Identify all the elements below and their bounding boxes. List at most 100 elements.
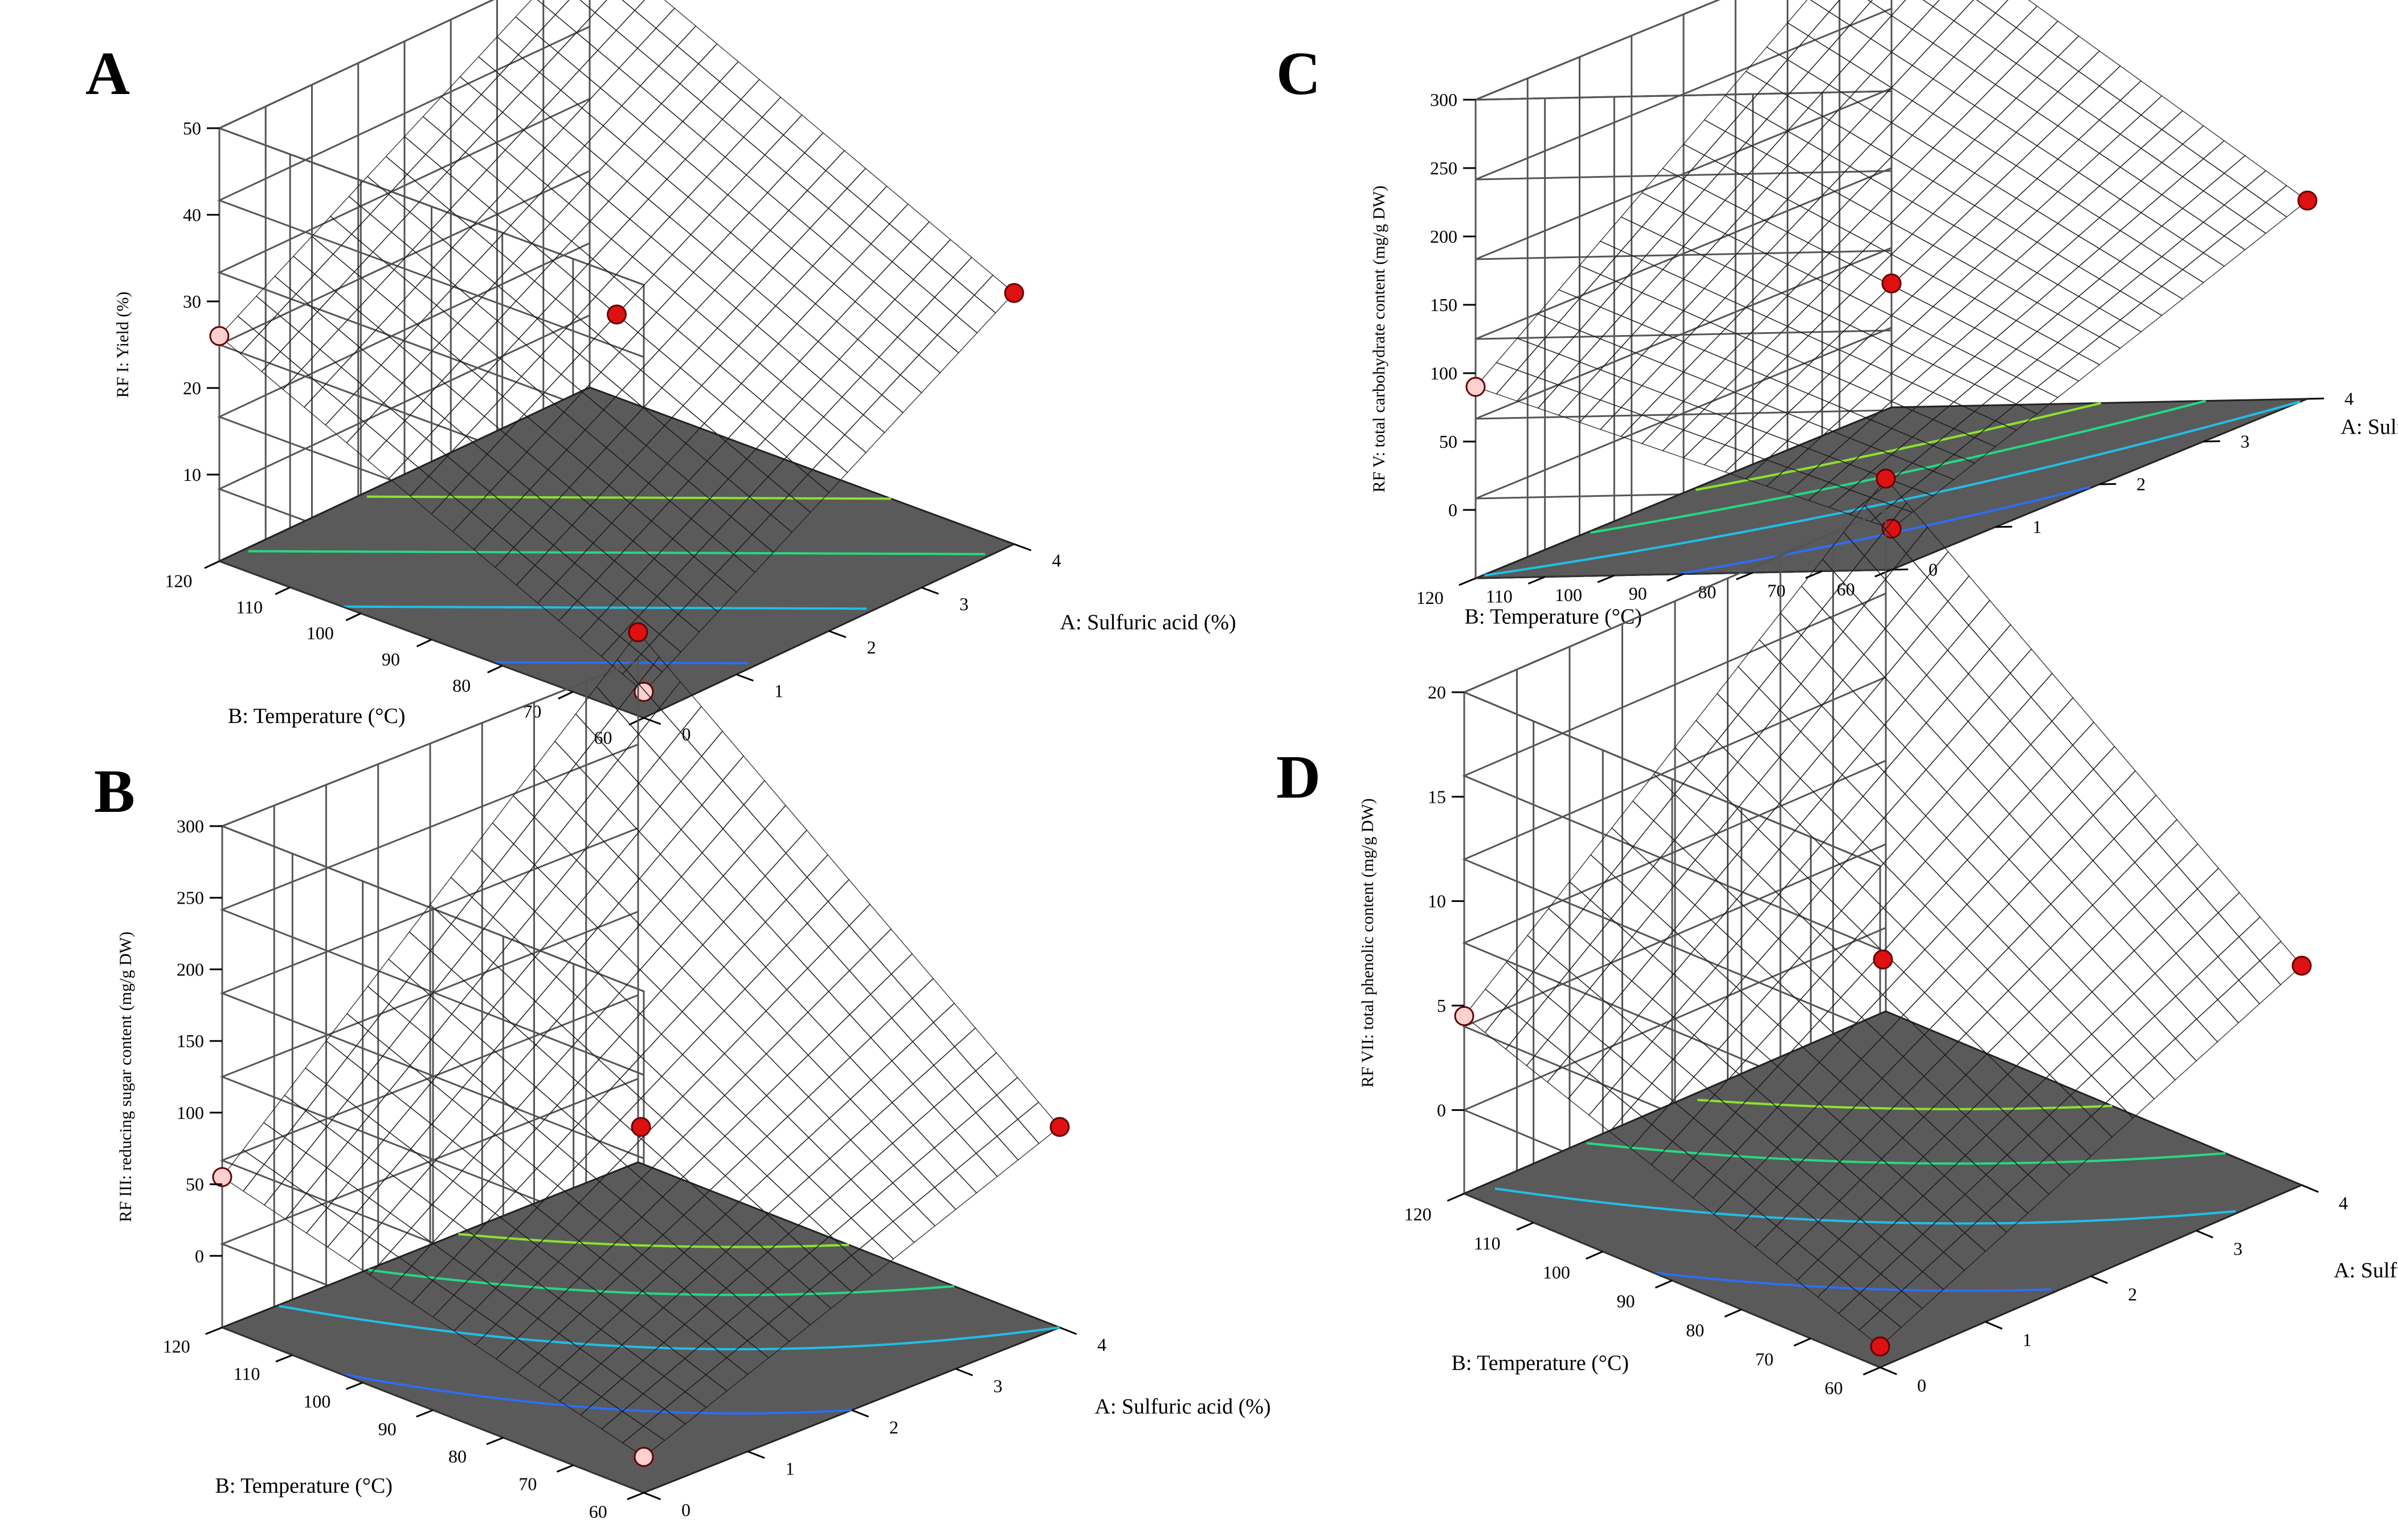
- y-tick-label: 70: [518, 1474, 537, 1494]
- y-tick-label: 70: [1767, 581, 1786, 601]
- x-tick-label: 2: [2128, 1284, 2137, 1305]
- x-axis-title: A: Sulfuric acid (%): [1060, 611, 1236, 635]
- z-axis-title: RF V: total carbohydrate content (mg/g D…: [1370, 186, 1388, 493]
- z-tick-label: 40: [183, 205, 201, 225]
- floor-contours: [1494, 1098, 2236, 1292]
- design-point: [1873, 949, 1893, 970]
- x-tick-label: 4: [2344, 389, 2354, 409]
- design-point: [634, 1447, 654, 1467]
- x-tick-label: 2: [889, 1417, 898, 1437]
- panel-letter: B: [94, 758, 135, 826]
- z-tick-label: 100: [177, 1102, 204, 1123]
- z-tick-label: 50: [1439, 431, 1457, 452]
- z-axis-title: RF III: reducing sugar content (mg/g DW): [116, 932, 135, 1222]
- y-tick-label: 110: [234, 1363, 260, 1384]
- y-tick-label: 90: [1629, 583, 1647, 604]
- z-tick-label: 150: [1430, 295, 1457, 315]
- z-tick-label: 250: [1430, 158, 1457, 178]
- design-point: [628, 622, 648, 643]
- response-surface: [218, 0, 1015, 693]
- panel-B: 0123460708090100110120050100150200250300…: [94, 622, 1271, 1522]
- response-surface: [221, 631, 1061, 1458]
- y-tick-label: 100: [1555, 585, 1582, 605]
- x-tick-label: 1: [2023, 1330, 2032, 1350]
- x-tick-label: 4: [2339, 1193, 2348, 1214]
- y-tick-label: 70: [523, 701, 541, 722]
- y-tick-label: 90: [1617, 1291, 1635, 1312]
- z-tick-label: 0: [1448, 500, 1457, 520]
- x-tick-label: 2: [867, 637, 876, 657]
- z-tick-label: 100: [1430, 363, 1457, 383]
- x-tick-label: 3: [2233, 1239, 2242, 1259]
- design-point: [1881, 273, 1902, 293]
- design-point: [1454, 1006, 1474, 1026]
- y-tick-label: 120: [165, 571, 193, 591]
- design-point: [634, 681, 654, 702]
- y-tick-label: 90: [382, 649, 400, 669]
- panel-letter: C: [1276, 40, 1321, 108]
- x-tick-label: 3: [994, 1376, 1003, 1396]
- z-tick-label: 0: [195, 1245, 204, 1266]
- design-point: [1465, 377, 1486, 397]
- y-tick-label: 120: [1404, 1204, 1432, 1224]
- z-tick-label: 300: [177, 816, 204, 836]
- panel-letter: A: [85, 40, 130, 108]
- y-tick-label: 80: [448, 1446, 467, 1467]
- design-point: [1049, 1117, 1070, 1137]
- response-surface: [1464, 477, 2302, 1347]
- z-tick-label: 50: [186, 1174, 204, 1195]
- z-axis-title: RF VII: total phenolic content (mg/g DW): [1358, 798, 1377, 1088]
- y-tick-label: 90: [378, 1419, 397, 1439]
- y-axis-title: B: Temperature (°C): [1464, 605, 1642, 629]
- floor-contours: [279, 1232, 1060, 1415]
- z-tick-label: 300: [1430, 89, 1457, 110]
- y-tick-label: 100: [303, 1391, 330, 1412]
- y-tick-label: 60: [589, 1501, 607, 1522]
- y-tick-label: 110: [236, 597, 263, 617]
- y-axis-title: B: Temperature (°C): [1451, 1351, 1629, 1375]
- design-point: [2297, 190, 2318, 211]
- y-tick-label: 80: [1686, 1320, 1704, 1341]
- design-point: [212, 1167, 232, 1187]
- z-tick-label: 200: [177, 959, 204, 979]
- z-tick-label: 20: [183, 378, 201, 398]
- y-tick-label: 80: [452, 675, 471, 696]
- floor-contours: [1484, 399, 2301, 577]
- x-tick-label: 2: [2136, 474, 2146, 495]
- y-tick-label: 100: [307, 623, 334, 643]
- z-tick-label: 10: [1428, 891, 1446, 912]
- x-tick-label: 3: [2241, 431, 2250, 452]
- x-tick-label: 3: [959, 594, 969, 614]
- z-tick-label: 15: [1428, 786, 1446, 807]
- y-axis-title: B: Temperature (°C): [228, 704, 406, 728]
- z-tick-label: 150: [177, 1031, 204, 1051]
- x-tick-label: 0: [1917, 1375, 1926, 1396]
- x-tick-label: 1: [774, 680, 783, 701]
- y-tick-label: 60: [1825, 1378, 1843, 1398]
- design-point: [607, 304, 627, 325]
- x-axis-title: A: Sulfuric acid (%): [1094, 1395, 1271, 1419]
- design-point: [1876, 468, 1896, 489]
- y-axis-title: B: Temperature (°C): [215, 1474, 393, 1498]
- y-tick-label: 100: [1543, 1262, 1570, 1282]
- z-tick-label: 30: [183, 291, 201, 312]
- x-axis-title: A: Sulfuric acid (%): [2334, 1259, 2398, 1282]
- z-tick-label: 250: [177, 888, 204, 908]
- y-tick-label: 70: [1755, 1349, 1774, 1369]
- design-point: [1870, 1336, 1890, 1357]
- panel-letter: D: [1276, 744, 1321, 811]
- x-tick-label: 1: [786, 1459, 795, 1479]
- design-point: [631, 1117, 651, 1137]
- design-point: [1881, 518, 1902, 539]
- z-tick-label: 20: [1428, 682, 1446, 702]
- y-tick-label: 60: [1837, 579, 1855, 599]
- x-axis-title: A: Sulfuric acid (%): [2340, 415, 2398, 439]
- contour-floor: [1475, 398, 2308, 579]
- design-point: [2291, 955, 2312, 976]
- contour-floor: [1462, 1010, 2304, 1369]
- z-tick-label: 10: [183, 464, 201, 485]
- z-tick-label: 200: [1430, 226, 1457, 247]
- x-tick-label: 0: [682, 724, 691, 745]
